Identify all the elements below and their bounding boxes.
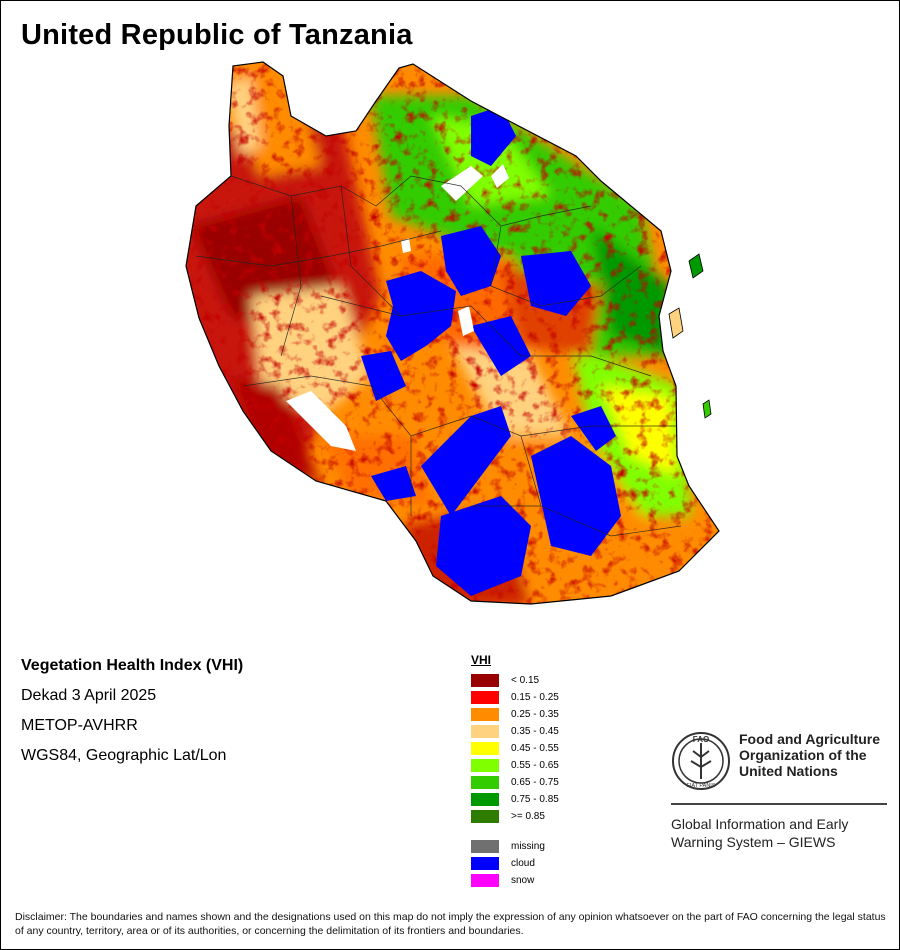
legend-class-label: 0.15 - 0.25 [511, 692, 559, 703]
legend-class-swatch [471, 725, 499, 738]
legend-class-row: 0.65 - 0.75 [471, 774, 621, 791]
legend-class-swatch [471, 708, 499, 721]
legend-class-label: 0.65 - 0.75 [511, 777, 559, 788]
disclaimer: Disclaimer: The boundaries and names sho… [15, 911, 886, 937]
giews-name: Global Information and Early Warning Sys… [671, 816, 849, 850]
legend-class-swatch [471, 810, 499, 823]
vhi-raster [186, 62, 719, 604]
legend-special-label: cloud [511, 858, 535, 869]
sensor-label: METOP-AVHRR [21, 717, 138, 734]
legend-special-row: cloud [471, 855, 621, 872]
legend-class-label: 0.35 - 0.45 [511, 726, 559, 737]
admin-boundaries [195, 175, 682, 537]
legend-class-label: 0.45 - 0.55 [511, 743, 559, 754]
legend-special-label: missing [511, 841, 545, 852]
legend-class-swatch [471, 742, 499, 755]
product-name: Vegetation Health Index (VHI) [21, 657, 244, 674]
legend-special-swatch [471, 874, 499, 887]
svg-text:FIAT PANIS: FIAT PANIS [686, 783, 715, 789]
fao-block: FAO FIAT PANIS Food and Agriculture Orga… [671, 731, 891, 851]
legend-class-row: 0.75 - 0.85 [471, 791, 621, 808]
legend-class-row: >= 0.85 [471, 808, 621, 825]
legend-class-row: 0.25 - 0.35 [471, 706, 621, 723]
legend-special: missing cloud snow [471, 838, 621, 889]
fao-name: Food and Agriculture Organization of the… [739, 731, 881, 779]
legend-special-swatch [471, 840, 499, 853]
legend-class-swatch [471, 674, 499, 687]
map-title: United Republic of Tanzania [21, 19, 413, 51]
legend-special-label: snow [511, 875, 535, 886]
legend-special-row: missing [471, 838, 621, 855]
legend-class-row: < 0.15 [471, 672, 621, 689]
cloud-areas [361, 106, 621, 596]
projection-label: WGS84, Geographic Lat/Lon [21, 747, 227, 764]
legend-class-label: 0.75 - 0.85 [511, 794, 559, 805]
vhi-map [185, 61, 720, 605]
divider [671, 803, 887, 805]
legend-class-swatch [471, 793, 499, 806]
legend-class-label: >= 0.85 [511, 811, 545, 822]
legend-class-label: 0.25 - 0.35 [511, 709, 559, 720]
legend-special-swatch [471, 857, 499, 870]
svg-text:FAO: FAO [693, 735, 709, 744]
legend-class-row: 0.55 - 0.65 [471, 757, 621, 774]
legend-class-label: 0.55 - 0.65 [511, 760, 559, 771]
fao-logo-icon: FAO FIAT PANIS [672, 732, 730, 790]
legend-class-label: < 0.15 [511, 675, 540, 686]
legend-class-row: 0.35 - 0.45 [471, 723, 621, 740]
legend-class-row: 0.45 - 0.55 [471, 740, 621, 757]
legend-special-row: snow [471, 872, 621, 889]
legend-class-swatch [471, 776, 499, 789]
islands [668, 253, 712, 419]
vhi-legend: VHI < 0.15 0.15 - 0.25 0.25 - 0.35 0.35 - 0… [471, 653, 621, 889]
legend-classes: < 0.15 0.15 - 0.25 0.25 - 0.35 0.35 - 0.45 0… [471, 672, 621, 825]
legend-class-row: 0.15 - 0.25 [471, 689, 621, 706]
period-label: Dekad 3 April 2025 [21, 687, 157, 704]
map-info: Vegetation Health Index (VHI) Dekad 3 Ap… [21, 657, 381, 777]
legend-class-swatch [471, 759, 499, 772]
legend-title: VHI [471, 653, 492, 667]
legend-class-swatch [471, 691, 499, 704]
